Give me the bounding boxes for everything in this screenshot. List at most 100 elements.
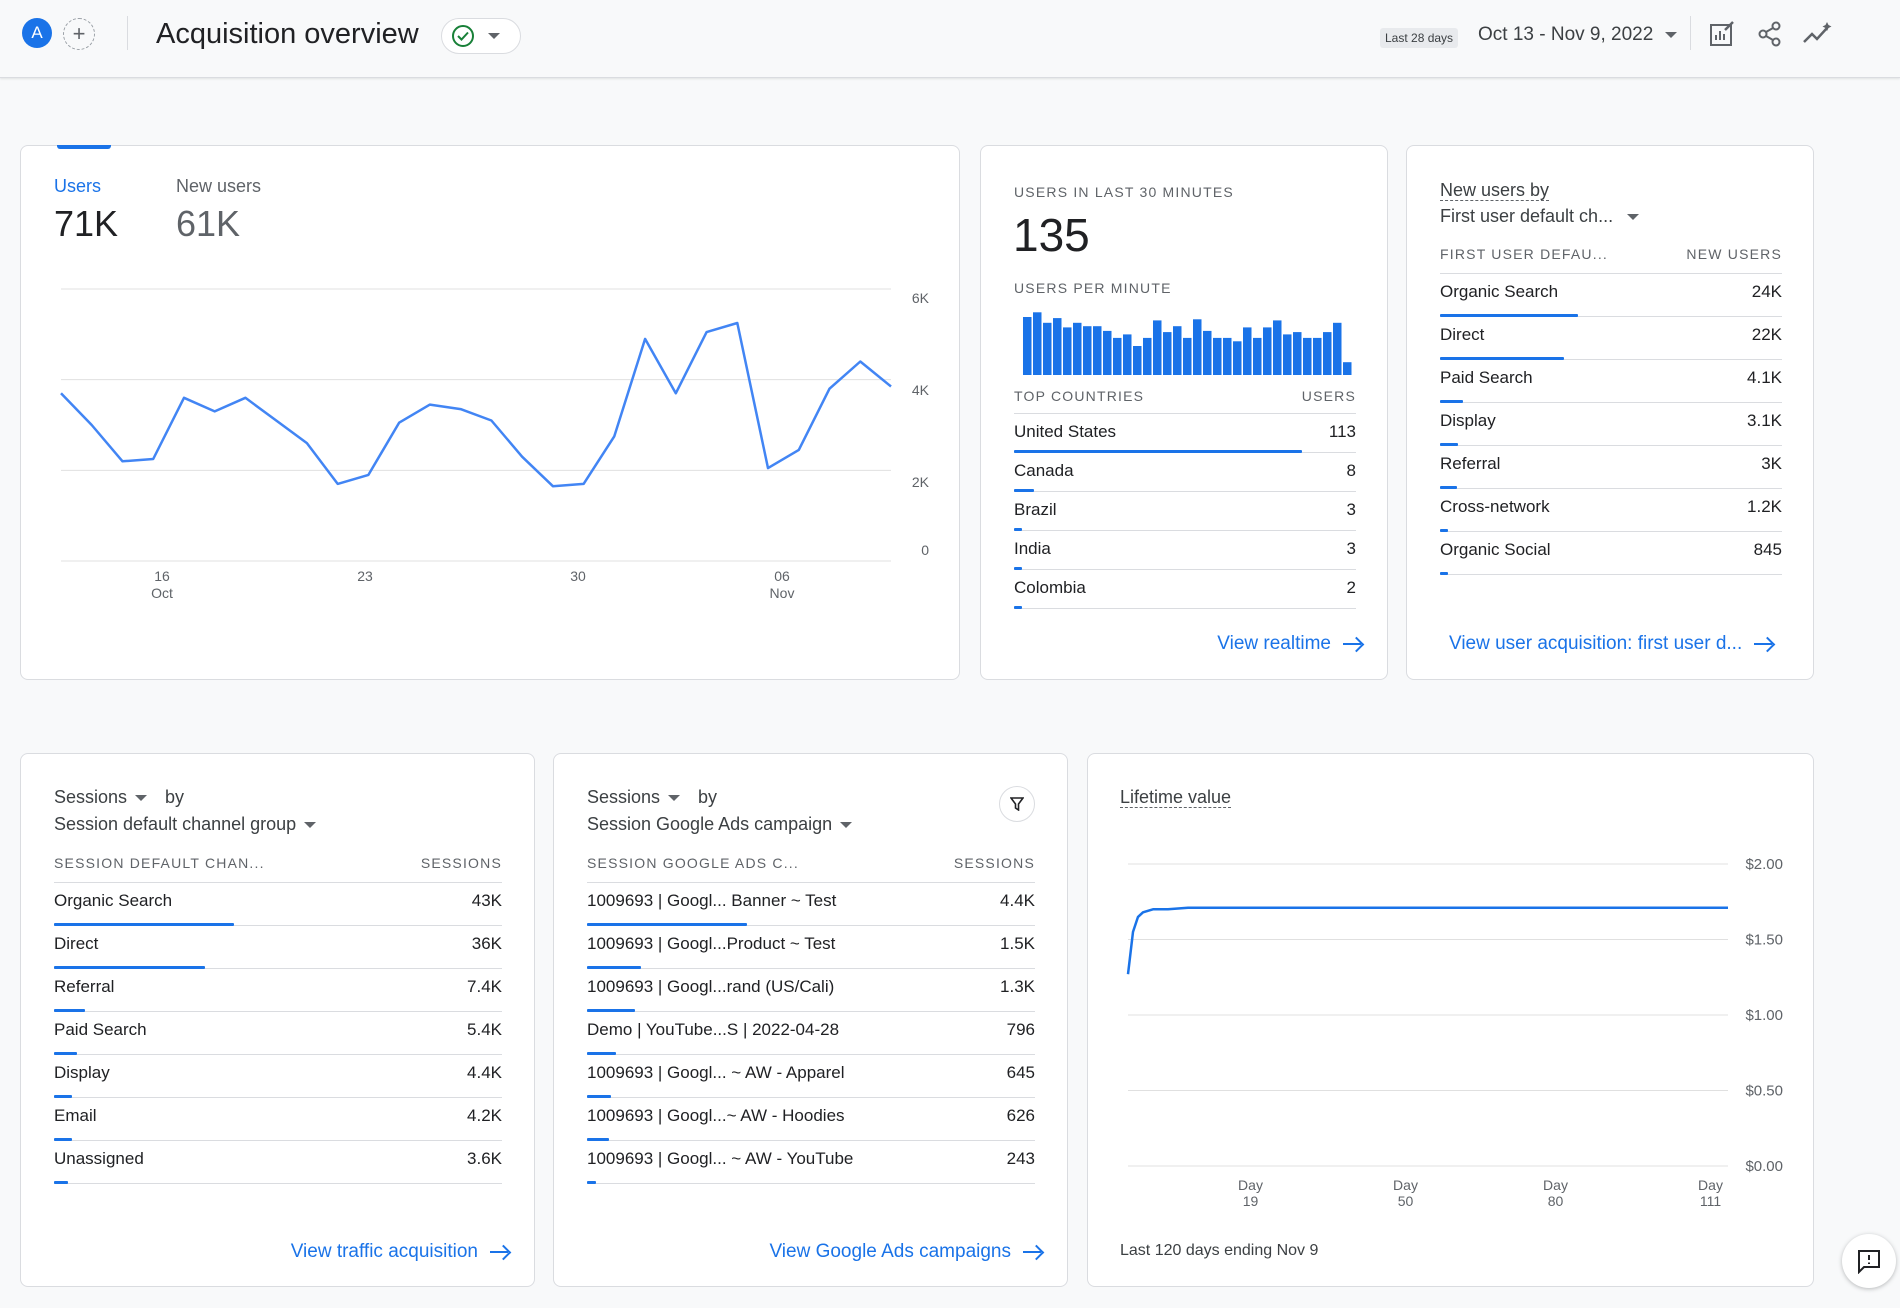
lifetime-value-chart: $2.00$1.50$1.00$0.50$0.00Day19Day50Day80… — [1126, 856, 1783, 1209]
table-row[interactable]: Colombia 2 — [1014, 570, 1356, 609]
row-label: 1009693 | Googl...rand (US/Cali) — [587, 977, 835, 996]
row-value: 43K — [471, 891, 502, 910]
y-tick-label: $0.00 — [1745, 1158, 1783, 1175]
view-traffic-acquisition-link[interactable]: View traffic acquisition — [291, 1241, 510, 1263]
x-tick-label: Day — [1698, 1177, 1723, 1193]
table-row[interactable]: Organic Search 43K — [54, 883, 502, 926]
row-share-bar — [54, 1095, 72, 1098]
metric-selector[interactable]: Sessions by — [54, 787, 184, 808]
row-value: 4.4K — [467, 1063, 502, 1082]
column-header: USERS — [1301, 388, 1356, 404]
table-row[interactable]: 1009693 | Googl... ~ AW - Apparel 645 — [587, 1055, 1035, 1098]
table-row[interactable]: Paid Search 4.1K — [1440, 360, 1782, 403]
table-row[interactable]: 1009693 | Googl...~ AW - Hoodies 626 — [587, 1098, 1035, 1141]
arrow-right-icon — [1343, 637, 1363, 651]
per-minute-bar — [1203, 330, 1212, 375]
view-traffic-acquisition-label: View traffic acquisition — [290, 1241, 478, 1262]
table-row[interactable]: Organic Search 24K — [1440, 274, 1782, 317]
table-row[interactable]: Organic Social 845 — [1440, 532, 1782, 575]
row-label: Paid Search — [54, 1020, 147, 1039]
insights-icon[interactable] — [1802, 18, 1834, 50]
per-minute-bar — [1143, 337, 1152, 375]
per-minute-bar — [1323, 332, 1332, 375]
table-row[interactable]: Demo | YouTube...S | 2022-04-28 796 — [587, 1012, 1035, 1055]
report-status-dropdown[interactable] — [441, 18, 521, 54]
view-realtime-link[interactable]: View realtime — [1217, 633, 1363, 655]
row-value: 3K — [1761, 454, 1782, 473]
table-row[interactable]: Cross-network 1.2K — [1440, 489, 1782, 532]
dimension-label: Session default channel group — [54, 814, 297, 834]
table-row[interactable]: Direct 36K — [54, 926, 502, 969]
table-row[interactable]: Display 4.4K — [54, 1055, 502, 1098]
row-share-bar — [1440, 314, 1578, 317]
per-minute-bar — [1193, 319, 1202, 375]
row-value: 243 — [1006, 1149, 1035, 1168]
view-user-acquisition-label: View user acquisition: first user d... — [1449, 633, 1743, 654]
tab-users[interactable]: Users 71K — [54, 176, 118, 245]
row-value: 1.2K — [1747, 497, 1782, 516]
feedback-button[interactable] — [1842, 1234, 1896, 1288]
users-line-chart: 6K 4K 2K 0 16 Oct 23 30 06 Nov — [60, 288, 930, 601]
table-row[interactable]: Brazil 3 — [1014, 492, 1356, 531]
row-value: 645 — [1006, 1063, 1035, 1082]
filter-button[interactable] — [999, 786, 1035, 822]
view-google-ads-campaigns-link[interactable]: View Google Ads campaigns — [769, 1241, 1043, 1263]
dimension-selector[interactable]: Session default channel group — [54, 814, 317, 835]
x-tick-month: Oct — [151, 585, 173, 601]
row-label: Direct — [54, 934, 99, 953]
row-label: 1009693 | Googl... Banner ~ Test — [587, 891, 837, 910]
dimension-selector[interactable]: First user default ch... — [1440, 206, 1640, 227]
dimension-selector[interactable]: Session Google Ads campaign — [587, 814, 853, 835]
y-tick-label: 4K — [912, 382, 930, 398]
view-user-acquisition-link[interactable]: View user acquisition: first user d... — [1449, 633, 1774, 655]
metric-label: Sessions — [587, 787, 661, 807]
x-tick-number: 80 — [1548, 1193, 1564, 1209]
ltv-title[interactable]: Lifetime value — [1120, 787, 1232, 808]
per-minute-bar — [1343, 362, 1352, 375]
table-row[interactable]: 1009693 | Googl... Banner ~ Test 4.4K — [587, 883, 1035, 926]
per-minute-bar — [1283, 334, 1292, 375]
table-row[interactable]: 1009693 | Googl... ~ AW - YouTube 243 — [587, 1141, 1035, 1184]
customize-report-icon[interactable] — [1706, 18, 1738, 50]
table-row[interactable]: Paid Search 5.4K — [54, 1012, 502, 1055]
sessions-ads-card: Sessions by Session Google Ads campaign S… — [553, 753, 1068, 1287]
tab-new-users-value: 61K — [176, 203, 241, 244]
table-row[interactable]: Unassigned 3.6K — [54, 1141, 502, 1184]
table-row[interactable]: Email 4.2K — [54, 1098, 502, 1141]
tab-new-users[interactable]: New users 61K — [176, 176, 261, 245]
row-share-bar — [1440, 529, 1448, 532]
date-range-picker[interactable]: Oct 13 - Nov 9, 2022 — [1478, 24, 1678, 46]
per-minute-bar — [1313, 337, 1322, 375]
row-label: Organic Search — [54, 891, 173, 910]
per-minute-bar — [1133, 346, 1142, 375]
row-value: 8 — [1346, 461, 1356, 480]
table-row[interactable]: Referral 7.4K — [54, 969, 502, 1012]
row-label: Organic Search — [1440, 282, 1559, 301]
table-row[interactable]: 1009693 | Googl...Product ~ Test 1.5K — [587, 926, 1035, 969]
row-value: 22K — [1751, 325, 1782, 344]
metric-title[interactable]: New users by — [1440, 180, 1550, 201]
x-axis-labels: 16 Oct 23 30 06 Nov — [151, 568, 794, 601]
share-icon[interactable] — [1754, 18, 1786, 50]
top-countries-table: TOP COUNTRIES USERS United States 113 Cana… — [1014, 384, 1356, 644]
table-row[interactable]: Display 3.1K — [1440, 403, 1782, 446]
metric-selector[interactable]: Sessions by — [587, 787, 717, 808]
row-share-bar — [1440, 443, 1458, 446]
row-label: Cross-network — [1440, 497, 1550, 516]
table-row[interactable]: Referral 3K — [1440, 446, 1782, 489]
table-row[interactable]: India 3 — [1014, 531, 1356, 570]
date-preset-chip[interactable]: Last 28 days — [1380, 28, 1459, 48]
per-minute-bar — [1293, 332, 1302, 375]
realtime-value: 135 — [1013, 209, 1090, 261]
table-row[interactable]: United States 113 — [1014, 414, 1356, 453]
property-avatar[interactable]: A — [22, 18, 52, 48]
row-value: 3.6K — [467, 1149, 502, 1168]
table-row[interactable]: 1009693 | Googl...rand (US/Cali) 1.3K — [587, 969, 1035, 1012]
table-row[interactable]: Canada 8 — [1014, 453, 1356, 492]
tab-users-label: Users — [54, 176, 102, 196]
per-minute-bar — [1043, 322, 1052, 375]
x-tick-number: 19 — [1243, 1193, 1259, 1209]
add-comparison-button[interactable]: + — [63, 18, 95, 50]
table-row[interactable]: Direct 22K — [1440, 317, 1782, 360]
per-minute-bar — [1103, 330, 1112, 375]
